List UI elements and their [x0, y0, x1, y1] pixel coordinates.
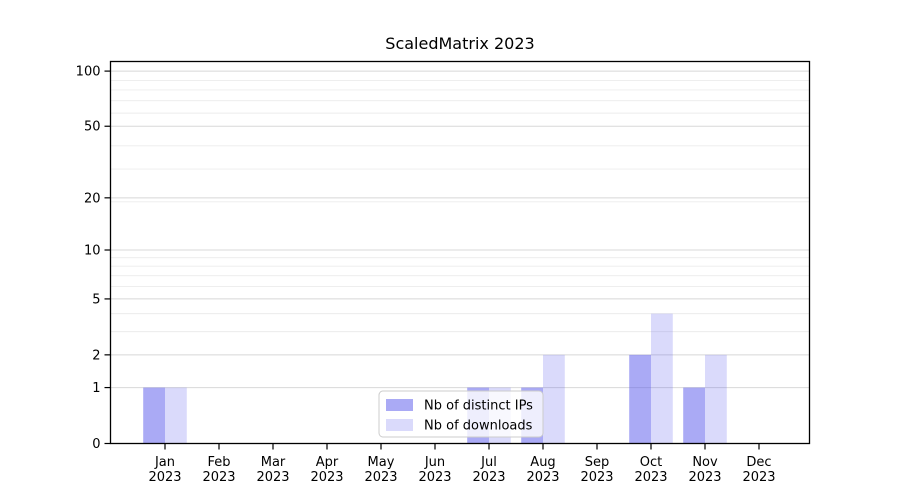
legend-box — [378, 390, 544, 438]
y-tick-label: 20 — [84, 191, 101, 206]
x-tick-label-month: Oct — [640, 455, 662, 470]
bar-jan-downloads — [165, 387, 187, 444]
major-gridlines — [110, 70, 810, 389]
y-tick-label: 0 — [92, 437, 100, 452]
x-tick-label-year: 2023 — [472, 470, 505, 485]
x-tick-label-month: Sep — [585, 455, 610, 470]
bar-oct-distinct-ips — [629, 354, 651, 444]
x-tick-label-month: May — [368, 455, 395, 470]
legend-label-downloads: Nb of downloads — [424, 419, 533, 434]
x-tick-label-month: Jul — [480, 455, 497, 470]
minor-gridlines — [110, 79, 810, 333]
x-tick-label-month: Jun — [424, 455, 445, 470]
legend-swatch-distinct-ips — [386, 399, 413, 411]
x-tick-label-year: 2023 — [634, 470, 667, 485]
chart-title: ScaledMatrix 2023 — [385, 34, 534, 53]
x-tick-label-month: Jan — [154, 455, 175, 470]
x-tick-label-month: Feb — [207, 455, 230, 470]
x-tick-label-year: 2023 — [742, 470, 775, 485]
bar-nov-downloads — [705, 354, 727, 444]
y-tick-label: 2 — [92, 348, 100, 363]
x-tick-label-year: 2023 — [148, 470, 181, 485]
x-tick-label-year: 2023 — [256, 470, 289, 485]
x-axis: Jan2023Feb2023Mar2023Apr2023May2023Jun20… — [148, 443, 776, 485]
x-tick-label-month: Apr — [316, 455, 339, 470]
x-tick-label-month: Aug — [530, 455, 555, 470]
y-axis: 0 1 2 5 10 20 50 100 — [76, 65, 111, 452]
bar-oct-downloads — [651, 313, 673, 444]
x-tick-label-year: 2023 — [418, 470, 451, 485]
y-tick-label: 50 — [84, 120, 101, 135]
x-tick-label-year: 2023 — [688, 470, 721, 485]
x-tick-label-year: 2023 — [202, 470, 235, 485]
legend-swatch-downloads — [386, 419, 413, 431]
x-tick-label-year: 2023 — [364, 470, 397, 485]
y-tick-label: 100 — [76, 65, 101, 80]
bar-aug-downloads — [543, 354, 565, 444]
x-tick-label-month: Dec — [746, 455, 771, 470]
y-tick-label: 5 — [92, 292, 100, 307]
x-tick-label-year: 2023 — [310, 470, 343, 485]
y-tick-label: 1 — [92, 381, 100, 396]
x-tick-label-month: Mar — [261, 455, 286, 470]
y-tick-label: 10 — [84, 244, 101, 259]
bar-jan-distinct-ips — [143, 387, 165, 444]
bar-nov-distinct-ips — [683, 387, 705, 444]
x-tick-label-year: 2023 — [526, 470, 559, 485]
x-tick-label-month: Nov — [692, 455, 718, 470]
plot-frame — [109, 60, 811, 445]
legend-label-distinct-ips: Nb of distinct IPs — [424, 399, 533, 414]
x-tick-label-year: 2023 — [580, 470, 613, 485]
legend: Nb of distinct IPs Nb of downloads — [378, 390, 544, 438]
